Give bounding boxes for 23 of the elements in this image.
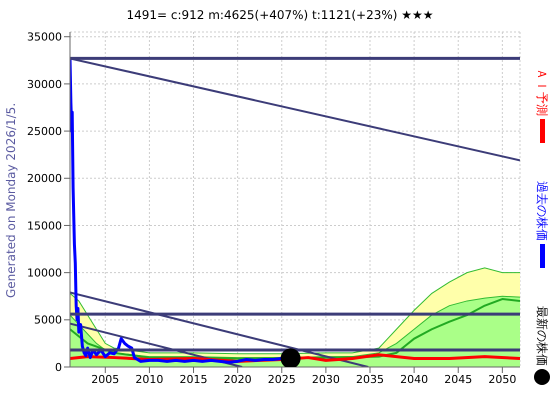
text: ＡＩ予測 [535,68,549,116]
x-tick-label: 2015 [180,372,208,386]
y-tick-label: 25000 [27,124,62,138]
chart-title: 1491= c:912 m:4625(+407%) t:1121(+23%) ★★★ [125,8,435,22]
x-tick-label: 2005 [91,372,120,386]
y-tick-label: 5000 [34,314,62,327]
x-tick-label: 2020 [224,372,252,386]
x-tick-label: 2045 [444,372,472,386]
x-tick-label: 2030 [312,372,340,386]
x-tick-label: 2010 [135,372,164,386]
x-tick-label: 2040 [400,372,428,386]
y-tick-label: 30000 [27,78,62,91]
text: 過去の株価 [535,181,549,241]
y-tick-label: 35000 [27,30,62,44]
text: 最新の株価 [535,306,549,366]
x-tick-label: 2035 [356,372,384,386]
y-tick-label: 0 [55,360,62,374]
text: Generated on Monday 2026/1/5. [4,101,18,300]
x-tick-label: 2050 [488,372,516,386]
y-tick-label: 15000 [27,219,62,232]
x-tick-label: 2025 [268,372,296,386]
y-tick-label: 20000 [27,172,62,186]
y-tick-label: 10000 [27,266,62,280]
